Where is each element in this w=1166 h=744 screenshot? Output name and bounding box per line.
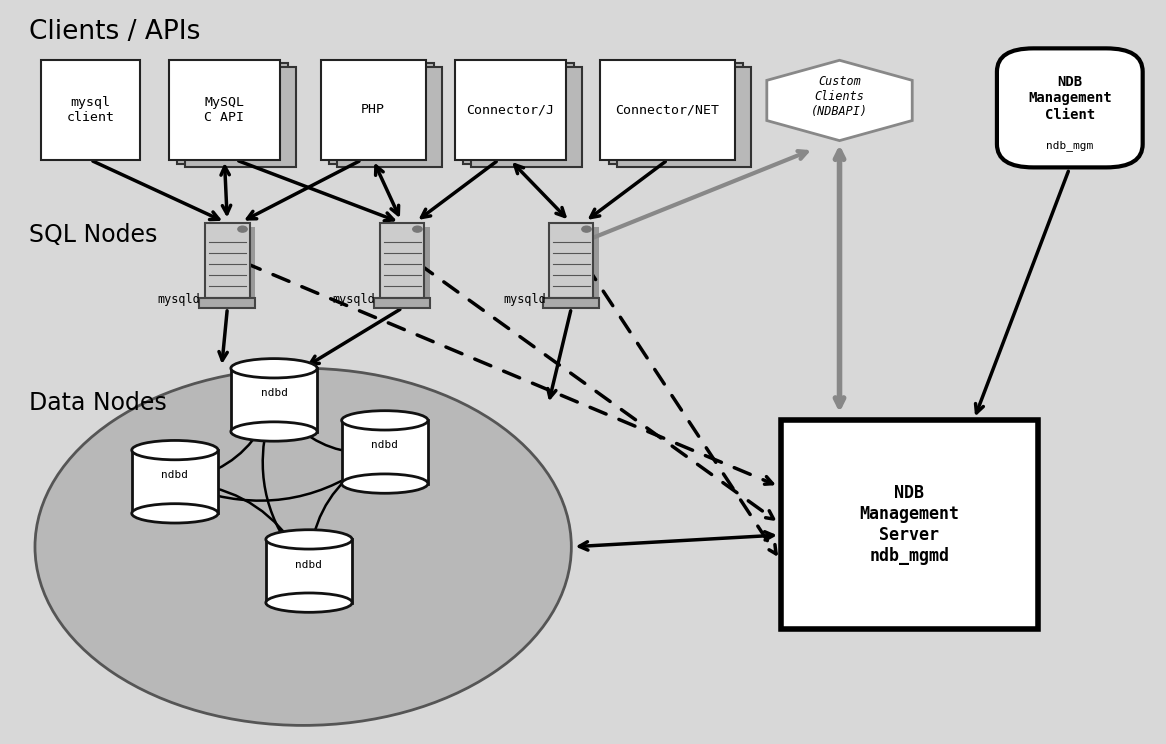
Polygon shape — [132, 450, 218, 513]
FancyBboxPatch shape — [471, 67, 582, 167]
FancyBboxPatch shape — [543, 298, 599, 308]
Ellipse shape — [342, 411, 428, 430]
Text: ndbd: ndbd — [161, 470, 189, 480]
Text: Connector/J: Connector/J — [466, 103, 554, 116]
FancyBboxPatch shape — [169, 60, 280, 160]
Text: MySQL
C API: MySQL C API — [204, 96, 245, 124]
FancyBboxPatch shape — [609, 63, 743, 164]
Text: ndbd: ndbd — [371, 440, 399, 450]
Circle shape — [238, 226, 247, 232]
Ellipse shape — [266, 530, 352, 549]
FancyBboxPatch shape — [617, 67, 751, 167]
FancyBboxPatch shape — [380, 223, 424, 298]
FancyBboxPatch shape — [600, 60, 735, 160]
Ellipse shape — [266, 593, 352, 612]
FancyBboxPatch shape — [321, 60, 426, 160]
Text: mysqld: mysqld — [157, 292, 201, 306]
FancyBboxPatch shape — [205, 223, 250, 298]
FancyBboxPatch shape — [549, 223, 593, 298]
Text: ndbd: ndbd — [260, 388, 288, 398]
Text: NDB
Management
Server
ndb_mgmd: NDB Management Server ndb_mgmd — [859, 484, 960, 565]
FancyBboxPatch shape — [781, 420, 1038, 629]
FancyBboxPatch shape — [199, 298, 255, 308]
Text: PHP: PHP — [361, 103, 385, 116]
FancyBboxPatch shape — [337, 67, 442, 167]
Polygon shape — [767, 60, 912, 141]
Ellipse shape — [35, 368, 571, 725]
FancyBboxPatch shape — [455, 60, 566, 160]
Ellipse shape — [342, 474, 428, 493]
FancyBboxPatch shape — [386, 227, 430, 301]
Text: ndbd: ndbd — [295, 559, 323, 569]
FancyBboxPatch shape — [463, 63, 574, 164]
Text: Data Nodes: Data Nodes — [29, 391, 167, 414]
Ellipse shape — [132, 440, 218, 460]
Ellipse shape — [132, 504, 218, 523]
FancyBboxPatch shape — [555, 227, 599, 301]
Text: NDB
Management
Client: NDB Management Client — [1028, 75, 1111, 121]
Ellipse shape — [231, 359, 317, 378]
FancyBboxPatch shape — [185, 67, 296, 167]
Text: Clients / APIs: Clients / APIs — [29, 19, 201, 45]
Polygon shape — [342, 420, 428, 484]
Text: mysqld: mysqld — [504, 292, 547, 306]
FancyBboxPatch shape — [41, 60, 140, 160]
FancyBboxPatch shape — [997, 48, 1143, 167]
Text: Connector/NET: Connector/NET — [616, 103, 719, 116]
Circle shape — [413, 226, 422, 232]
FancyBboxPatch shape — [177, 63, 288, 164]
Ellipse shape — [231, 422, 317, 441]
FancyBboxPatch shape — [329, 63, 434, 164]
FancyBboxPatch shape — [374, 298, 430, 308]
Circle shape — [582, 226, 591, 232]
Polygon shape — [231, 368, 317, 432]
Text: Custom
Clients
(NDBAPI): Custom Clients (NDBAPI) — [812, 75, 868, 118]
Text: mysqld: mysqld — [332, 292, 375, 306]
Text: SQL Nodes: SQL Nodes — [29, 223, 157, 247]
FancyBboxPatch shape — [211, 227, 255, 301]
Text: ndb_mgm: ndb_mgm — [1046, 141, 1094, 152]
Polygon shape — [266, 539, 352, 603]
Text: mysql
client: mysql client — [66, 96, 114, 124]
